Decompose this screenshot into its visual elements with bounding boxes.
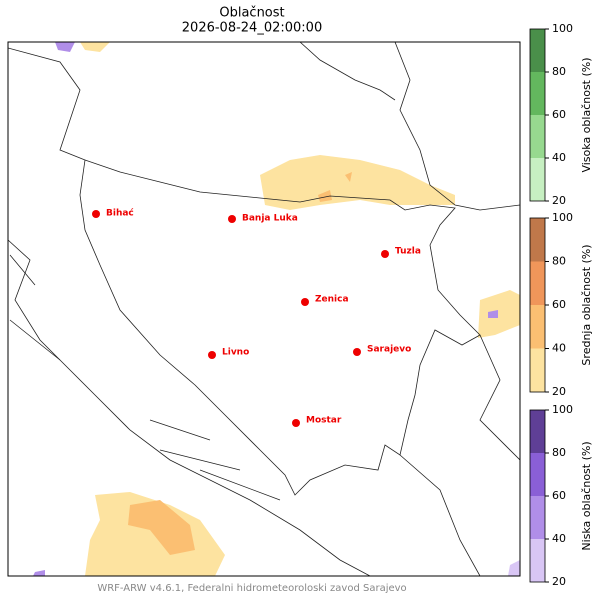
colorbar-tick-label: 60: [552, 489, 566, 502]
country-border: [79, 159, 481, 496]
map-frame: [7, 41, 521, 577]
footer: WRF-ARW v4.6.1, Federalni hidrometeorolo…: [97, 583, 406, 594]
colorbar-tick-label: 40: [552, 532, 566, 545]
city-marker: [92, 210, 100, 218]
cloud-patch: [508, 560, 520, 576]
colorbar-tick-label: 40: [552, 342, 566, 355]
cloud-patch: [128, 500, 195, 555]
colorbar-label: Niska oblačnost (%): [580, 441, 593, 550]
colorbar-tick-label: 100: [552, 403, 573, 416]
map-title: Oblačnost: [219, 6, 284, 21]
colorbar-tick-label: 20: [552, 194, 566, 207]
colorbar-band: [530, 158, 545, 201]
colorbar-tick-label: 80: [552, 446, 566, 459]
city-label: Tuzla: [395, 247, 421, 257]
cloud-patch: [488, 310, 498, 318]
city-marker: [381, 250, 389, 258]
colorbar-tick-label: 80: [552, 255, 566, 268]
cloud-patch: [260, 155, 455, 210]
cloud-patch: [318, 190, 332, 202]
city-label: Bihać: [106, 208, 134, 219]
country-border: [299, 42, 396, 101]
colorbar-tick-label: 60: [552, 108, 566, 121]
city-marker: [208, 351, 216, 359]
country-border: [394, 42, 520, 211]
colorbar-band: [530, 453, 545, 496]
city-label: Mostar: [306, 416, 342, 426]
map-subtitle: 2026-08-24_02:00:00: [182, 21, 322, 36]
colorbar-band: [530, 115, 545, 158]
colorbar-tick-label: 100: [552, 22, 573, 35]
country-border: [399, 334, 520, 576]
cloud-patch: [33, 570, 45, 576]
colorbar-tick-label: 60: [552, 298, 566, 311]
colorbar-tick-label: 20: [552, 385, 566, 398]
cloud-patch: [80, 42, 110, 52]
city-marker: [353, 348, 361, 356]
colorbar-label: Visoka oblačnost (%): [580, 57, 593, 172]
colorbar-tick-label: 80: [552, 65, 566, 78]
colorbar-band: [530, 29, 545, 72]
colorbar-band: [530, 261, 545, 305]
colorbar-band: [530, 72, 545, 115]
colorbar-tick-label: 20: [552, 575, 566, 588]
colorbar-band: [530, 305, 545, 349]
city-marker: [228, 215, 236, 223]
colorbar-band: [530, 496, 545, 539]
cloud-patch: [478, 290, 520, 338]
colorbar-band: [530, 218, 545, 262]
city-label: Sarajevo: [367, 345, 411, 355]
city-label: Banja Luka: [242, 214, 298, 224]
colorbar-tick-label: 40: [552, 151, 566, 164]
colorbar-band: [530, 410, 545, 453]
city-marker: [301, 298, 309, 306]
colorbar-label: Srednja oblačnost (%): [580, 244, 593, 365]
colorbar-band: [530, 348, 545, 392]
island-outline: [9, 254, 281, 501]
colorbar-tick-label: 100: [552, 211, 573, 224]
city-label: Zenica: [315, 295, 349, 305]
cloud-patch: [345, 172, 352, 182]
map-area: Bihać Banja Luka Tuzla Zenica Livno Sara…: [7, 41, 521, 577]
cities: Bihać Banja Luka Tuzla Zenica Livno Sara…: [92, 208, 421, 427]
city-marker: [292, 419, 300, 427]
cloud-patch: [55, 42, 75, 52]
coastline: [8, 239, 371, 576]
colorbar-band: [530, 539, 545, 582]
city-label: Livno: [222, 348, 249, 358]
country-border: [8, 47, 86, 161]
